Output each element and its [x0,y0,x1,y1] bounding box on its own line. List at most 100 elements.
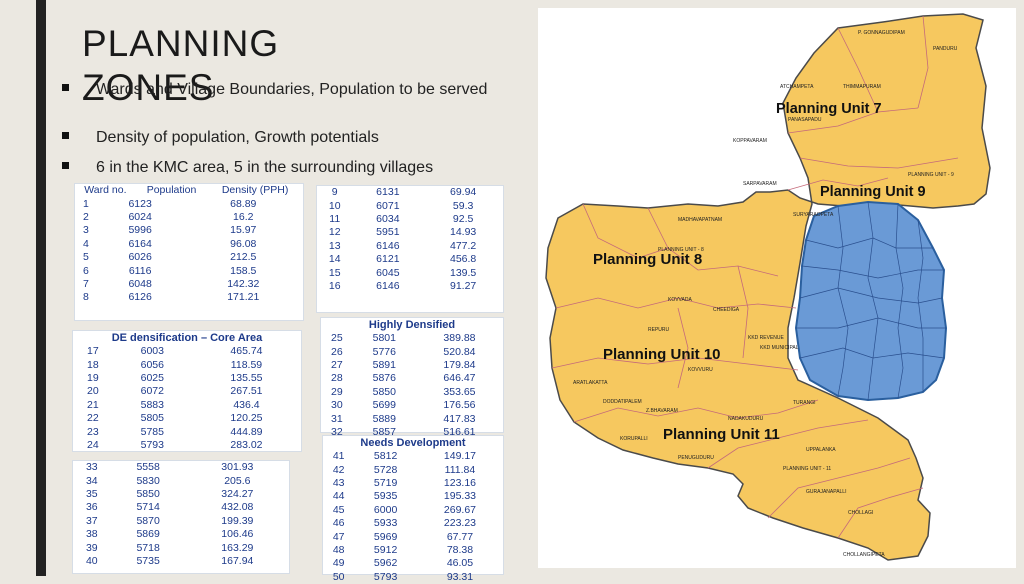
village-boundaries [551,15,959,539]
density-cell: 118.59 [230,358,263,371]
table-row: 30 5699 176.56 [321,399,503,412]
ward-cell: 47 [332,530,345,543]
population-cell: 6072 [140,385,164,398]
population-cell: 5857 [372,425,396,438]
ward-cell: 20 [86,385,99,398]
density-cell: 67.77 [446,530,474,543]
table-row: 12 5951 14.93 [317,226,503,239]
population-cell: 5870 [136,514,160,527]
village-label: GURAJANAPALLI [806,489,846,495]
population-cell: 5850 [372,385,396,398]
ward-table-core-area: DE densification – Core Area 17 6003 465.7… [72,330,302,452]
density-cell: 91.27 [450,279,477,292]
ward-cell: 39 [85,541,98,554]
population-cell: 6123 [128,197,152,210]
ward-cell: 25 [330,332,343,345]
planning-unit-8-label: Planning Unit 8 [593,251,702,268]
ward-cell: 27 [330,358,343,371]
population-cell: 5891 [372,358,396,371]
density-cell: 212.5 [230,251,257,264]
village-label: CHEEDIGA [713,307,740,313]
population-cell: 6146 [376,239,400,252]
ward-cell: 38 [85,528,98,541]
table-row: 8 6126 171.21 [75,291,303,304]
population-cell: 5876 [372,372,396,385]
density-cell: 516.61 [443,425,476,438]
table-row: 21 5883 436.4 [73,399,301,412]
table-row: 23 5785 444.89 [73,425,301,438]
bullet-text: Wards and Village Boundaries, Population… [96,81,488,98]
ward-cell: 13 [328,239,341,252]
ward-cell: 29 [330,385,343,398]
density-cell: 139.5 [450,266,477,279]
density-cell: 14.93 [450,226,477,239]
table-row: 26 5776 520.84 [321,345,503,358]
population-cell: 5719 [373,476,398,489]
section-title: DE densification – Core Area [111,332,263,344]
ward-table-highly-densified: Highly Densified 25 5801 389.88 26 5776 520.8… [320,317,504,438]
density-cell: 269.67 [443,503,477,516]
density-cell: 353.65 [443,385,476,398]
ward-cell: 37 [85,514,98,527]
table-row: 18 6056 118.59 [73,358,301,371]
population-cell: 6131 [376,186,400,199]
ward-cell: 15 [328,266,341,279]
ward-cell: 8 [82,291,89,304]
ward-cell: 50 [332,570,345,583]
table-row: 16 6146 91.27 [317,280,503,293]
population-cell: 5699 [372,399,396,412]
ward-cell: 30 [330,399,343,412]
table-row: 28 5876 646.47 [321,372,503,385]
table-row: 40 5735 167.94 [73,555,289,568]
density-cell: 477.2 [450,239,477,252]
village-label: SURYARAOPETA [793,212,834,218]
ward-cell: 12 [328,226,341,239]
population-cell: 5951 [376,226,400,239]
ward-cell: 3 [82,224,89,237]
population-cell: 6000 [373,503,398,516]
density-cell: 135.55 [230,371,263,384]
ward-cell: 49 [332,557,345,570]
density-cell: 16.2 [233,210,254,223]
table-row: 5 6026 212.5 [75,251,303,264]
village-label: MADHAVAPATNAM [678,217,722,223]
kmc-area [794,200,948,402]
ward-cell: 34 [85,474,98,487]
population-cell: 5785 [140,425,164,438]
village-label: ATCHAMPETA [780,84,814,90]
bullet-marker [62,162,69,169]
ward-cell: 31 [330,412,343,425]
population-cell: 5728 [373,463,398,476]
table-row: 50 5793 93.31 [323,571,503,584]
density-cell: 163.29 [221,541,254,554]
density-cell: 465.74 [230,345,263,358]
density-cell: 199.39 [221,514,254,527]
table-row: 49 5962 46.05 [323,557,503,570]
ward-cell: 40 [85,554,98,567]
ward-cell: 17 [86,345,99,358]
population-cell: 5962 [373,557,398,570]
table-row: 33 5558 301.93 [73,461,289,474]
ward-table-needs-development: Needs Development 41 5812 149.17 42 5728 111.… [322,435,504,583]
population-cell: 5718 [136,541,160,554]
village-label: PLANNING UNIT - 9 [908,172,954,178]
density-cell: 456.8 [450,253,477,266]
village-label: KOVVADA [668,297,692,303]
ward-table-1: Ward no. Population Density (PPH) 1 6123 6… [74,183,304,321]
village-label: ARATLAKATTA [573,380,608,386]
population-cell: 6045 [376,266,400,279]
ward-cell: 26 [330,345,343,358]
ward-cell: 33 [85,461,98,474]
ward-cell: 41 [332,450,345,463]
population-cell: 5735 [136,554,160,567]
header-density: Density (PPH) [221,184,289,197]
table-row: 48 5912 78.38 [323,544,503,557]
ward-cell: 5 [82,251,89,264]
density-cell: 283.02 [230,438,263,451]
population-cell: 5793 [373,570,398,583]
population-cell: 6056 [140,358,164,371]
table-row: 27 5891 179.84 [321,359,503,372]
density-cell: 93.31 [446,570,474,583]
table-row: 13 6146 477.2 [317,240,503,253]
village-label: CHOLLAGI [848,510,873,516]
